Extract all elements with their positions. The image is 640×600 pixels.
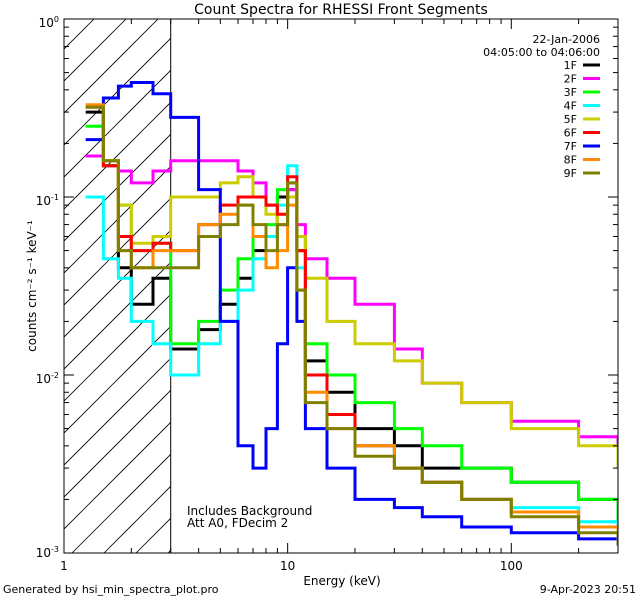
hatch-line [103, 485, 171, 553]
legend-label-5F: 5F [564, 113, 577, 126]
y-tick-label-0: 100 [39, 15, 59, 30]
hatch-line [64, 261, 171, 370]
hatch-line [64, 101, 171, 210]
legend-date: 22-Jan-2006 [533, 33, 601, 46]
legend-label-1F: 1F [564, 59, 577, 72]
legend-label-6F: 6F [564, 127, 577, 140]
hatch-line [64, 389, 171, 498]
hatch-line [64, 357, 171, 466]
series-line-2F [85, 154, 618, 457]
legend-time-range: 04:05:00 to 04:06:00 [483, 46, 600, 59]
x-tick-label: 10 [280, 559, 295, 573]
legend-label-9F: 9F [564, 167, 577, 180]
hatch-line [64, 421, 171, 530]
hatch-line [232, 0, 640, 553]
legend-label-3F: 3F [564, 86, 577, 99]
annotation-attenuator: Att A0, FDecim 2 [187, 516, 288, 530]
footer-generated-by: Generated by hsi_min_spectra_plot.pro [3, 583, 219, 596]
hatch-line [264, 0, 640, 553]
x-tick-label: 1 [60, 559, 68, 573]
x-tick-labels: 1 10 100 [60, 559, 523, 573]
axis-ticks [63, 18, 619, 554]
legend-label-8F: 8F [564, 154, 577, 167]
hatch-line [64, 37, 171, 146]
hatched-region [64, 0, 640, 553]
hatch-line [64, 19, 159, 114]
hatch-line [64, 325, 171, 434]
series-line-1F [85, 110, 618, 522]
legend-label-7F: 7F [564, 140, 577, 153]
y-tick-label-3: 10-3 [36, 545, 59, 560]
chart-title: Count Spectra for RHESSI Front Segments [194, 2, 488, 18]
series-line-3F [85, 124, 618, 522]
hatch-line [64, 69, 171, 178]
hatch-line [64, 165, 171, 274]
legend-label-4F: 4F [564, 100, 577, 113]
series-layer [85, 81, 618, 546]
series-line-9F [85, 105, 618, 546]
x-tick-label: 100 [500, 559, 523, 573]
x-axis-label: Energy (keV) [303, 574, 380, 588]
plot-frame [63, 18, 619, 554]
hatch-line [64, 229, 171, 338]
y-tick-label-2: 10-2 [36, 371, 59, 386]
footer-timestamp: 9-Apr-2023 20:51 [539, 583, 636, 596]
y-axis-label: counts cm⁻² s⁻¹ keV⁻¹ [25, 220, 39, 352]
hatch-line [64, 197, 171, 306]
hatch-line [64, 133, 171, 242]
legend-label-2F: 2F [564, 73, 577, 86]
annotation-background: Includes Background [187, 504, 312, 518]
series-line-7F [85, 81, 618, 546]
y-tick-label-1: 10-1 [36, 193, 59, 208]
